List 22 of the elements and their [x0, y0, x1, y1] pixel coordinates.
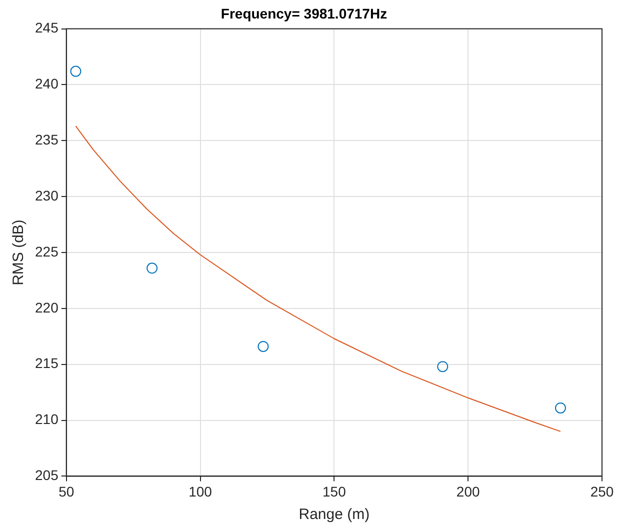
- y-tick-label: 245: [35, 20, 59, 36]
- point: [554, 402, 566, 414]
- point: [70, 66, 82, 77]
- y-tick-label: 225: [35, 243, 59, 260]
- y-tick-label: 230: [35, 187, 59, 204]
- y-tick-label: 210: [35, 411, 59, 428]
- y-tick-label: 215: [35, 355, 59, 372]
- y-tick-label: 205: [35, 467, 59, 484]
- y-tick-label: 240: [35, 76, 59, 92]
- point: [437, 361, 448, 372]
- x-tick-label: 150: [322, 483, 346, 500]
- x-tick-label: 250: [590, 483, 614, 500]
- x-tick-label: 100: [188, 483, 212, 500]
- y-tick-label: 235: [35, 132, 59, 148]
- point: [146, 262, 158, 274]
- x-axis-title: Range (m): [298, 506, 370, 524]
- x-tick-label: 200: [456, 483, 480, 500]
- point: [258, 340, 269, 352]
- y-axis-title: RMS (dB): [10, 220, 28, 286]
- y-tick-label: 220: [35, 299, 59, 316]
- x-tick-label: 50: [58, 483, 74, 500]
- chart-title: Frequency= 3981.0717Hz: [220, 5, 388, 22]
